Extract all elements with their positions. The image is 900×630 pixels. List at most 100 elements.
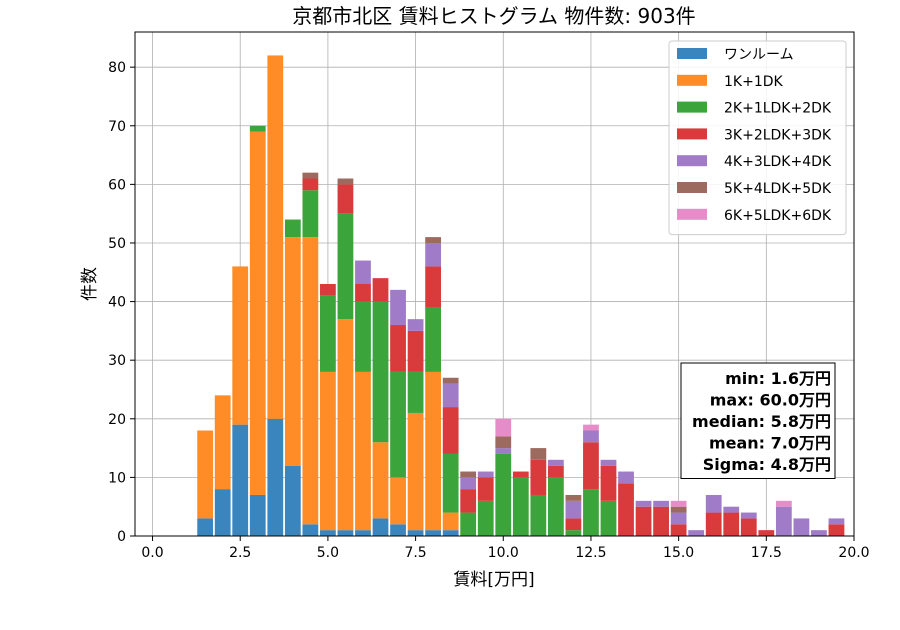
bar-segment — [705, 494, 722, 513]
x-tick-label: 7.5 — [404, 545, 426, 561]
x-tick-label: 20.0 — [838, 545, 869, 561]
bar-segment — [565, 494, 582, 501]
bar-segment — [460, 477, 477, 490]
y-tick-label: 30 — [108, 353, 126, 369]
bar-segment — [372, 518, 389, 536]
y-tick-label: 70 — [108, 119, 126, 135]
bar-segment — [635, 506, 652, 536]
bar-segment — [249, 494, 266, 536]
bar-segment — [407, 330, 424, 372]
stat-line: mean: 7.0万円 — [709, 434, 831, 453]
legend-entry: 1K+1DK — [724, 74, 784, 90]
bar-segment — [425, 266, 442, 308]
legend-box — [668, 40, 847, 236]
bar-segment — [460, 489, 477, 513]
bar-segment — [390, 289, 406, 326]
x-axis-label: 賃料[万円] — [453, 570, 534, 590]
bar-segment — [495, 453, 512, 536]
legend-entry: 2K+1LDK+2DK — [724, 101, 832, 117]
stat-line: Sigma: 4.8万円 — [703, 455, 831, 474]
bar-segment — [337, 530, 354, 536]
bar-segment — [372, 442, 389, 519]
legend-swatch — [677, 208, 707, 220]
bar-segment — [232, 424, 249, 536]
bar-segment — [653, 500, 669, 507]
bar-segment — [530, 459, 547, 495]
bar-segment — [547, 459, 564, 466]
bar-segment — [197, 518, 214, 536]
bar-segment — [775, 506, 792, 536]
bar-segment — [320, 371, 336, 531]
bar-segment — [320, 295, 336, 372]
bar-segment — [390, 477, 406, 525]
bar-segment — [442, 377, 459, 384]
bar-segment — [530, 448, 547, 460]
bar-segment — [495, 436, 512, 449]
bar-segment — [477, 471, 494, 478]
bar-segment — [583, 442, 599, 490]
bar-segment — [811, 530, 827, 536]
bar-segment — [530, 494, 547, 536]
legend-swatch — [677, 48, 707, 59]
y-tick-label: 0 — [117, 529, 126, 545]
chart-title: 京都市北区 賃料ヒストグラム 物件数: 903件 — [292, 4, 695, 28]
bar-segment — [249, 131, 266, 495]
x-tick-label: 5.0 — [317, 545, 339, 561]
bar-segment — [740, 512, 757, 519]
axes: 0.0 2.5 5.0 7.5 10.0 12.5 15.0 17.5 20.0 0 10 20 30 4… — [108, 31, 870, 561]
bar-segment — [670, 512, 687, 525]
bar-segment — [547, 477, 564, 536]
bar-segment — [565, 530, 582, 536]
stats-box: min: 1.6万円 max: 60.0万円 median: 5.8万円 mean: … — [680, 362, 836, 479]
y-tick-label: 80 — [108, 60, 126, 76]
bar-segment — [355, 260, 371, 284]
legend-entry: ワンルーム — [724, 47, 794, 63]
bar-segment — [793, 518, 810, 536]
y-tick-label: 60 — [108, 177, 126, 193]
y-tick-label: 20 — [108, 412, 126, 428]
bar-segment — [723, 506, 740, 513]
bar-segment — [618, 471, 634, 484]
bar-segment — [600, 500, 617, 536]
bar-segment — [425, 237, 442, 243]
histogram-bars — [197, 55, 845, 536]
bar-segment — [355, 530, 371, 536]
bar-segment — [372, 278, 389, 302]
bar-segment — [302, 524, 319, 536]
bar-segment — [320, 530, 336, 536]
bar-segment — [583, 430, 599, 443]
bar-segment — [583, 424, 599, 431]
bar-segment — [337, 178, 354, 185]
bar-segment — [583, 489, 599, 536]
bar-segment — [670, 500, 687, 507]
x-tick-label: 10.0 — [488, 545, 519, 561]
bar-segment — [495, 418, 512, 437]
bar-segment — [442, 407, 459, 454]
bar-segment — [407, 530, 424, 536]
y-tick-label: 50 — [108, 236, 126, 252]
stat-line: max: 60.0万円 — [710, 391, 831, 410]
bar-segment — [547, 465, 564, 478]
bar-segment — [390, 325, 406, 372]
bar-segment — [688, 530, 705, 536]
bar-segment — [197, 430, 214, 519]
bar-segment — [390, 524, 406, 536]
bar-segment — [512, 477, 529, 536]
bar-segment — [618, 483, 634, 536]
bar-segment — [214, 395, 231, 490]
bar-segment — [705, 512, 722, 536]
bar-segment — [320, 284, 336, 296]
bar-segment — [337, 319, 354, 531]
bar-segment — [723, 512, 740, 536]
bar-segment — [565, 500, 582, 519]
stat-line: min: 1.6万円 — [725, 369, 831, 388]
legend: ワンルーム 1K+1DK 2K+1LDK+2DK 3K+2LDK+3DK 4K+3LDK… — [668, 40, 847, 236]
bar-segment — [407, 319, 424, 331]
bar-segment — [442, 530, 459, 536]
bar-segment — [442, 453, 459, 513]
bar-segment — [284, 465, 301, 536]
y-axis-label: 件数 — [80, 267, 100, 301]
bar-segment — [740, 518, 757, 536]
bar-segment — [355, 301, 371, 372]
